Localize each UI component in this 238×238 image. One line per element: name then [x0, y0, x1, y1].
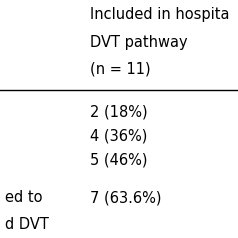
- Text: DVT pathway: DVT pathway: [90, 35, 188, 50]
- Text: ed to: ed to: [5, 190, 42, 205]
- Text: (n = 11): (n = 11): [90, 62, 151, 77]
- Text: 5 (46%): 5 (46%): [90, 152, 148, 167]
- Text: 4 (36%): 4 (36%): [90, 129, 148, 144]
- Text: Included in hospita: Included in hospita: [90, 7, 230, 22]
- Text: d DVT: d DVT: [5, 217, 49, 232]
- Text: 7 (63.6%): 7 (63.6%): [90, 190, 162, 205]
- Text: 2 (18%): 2 (18%): [90, 105, 148, 120]
